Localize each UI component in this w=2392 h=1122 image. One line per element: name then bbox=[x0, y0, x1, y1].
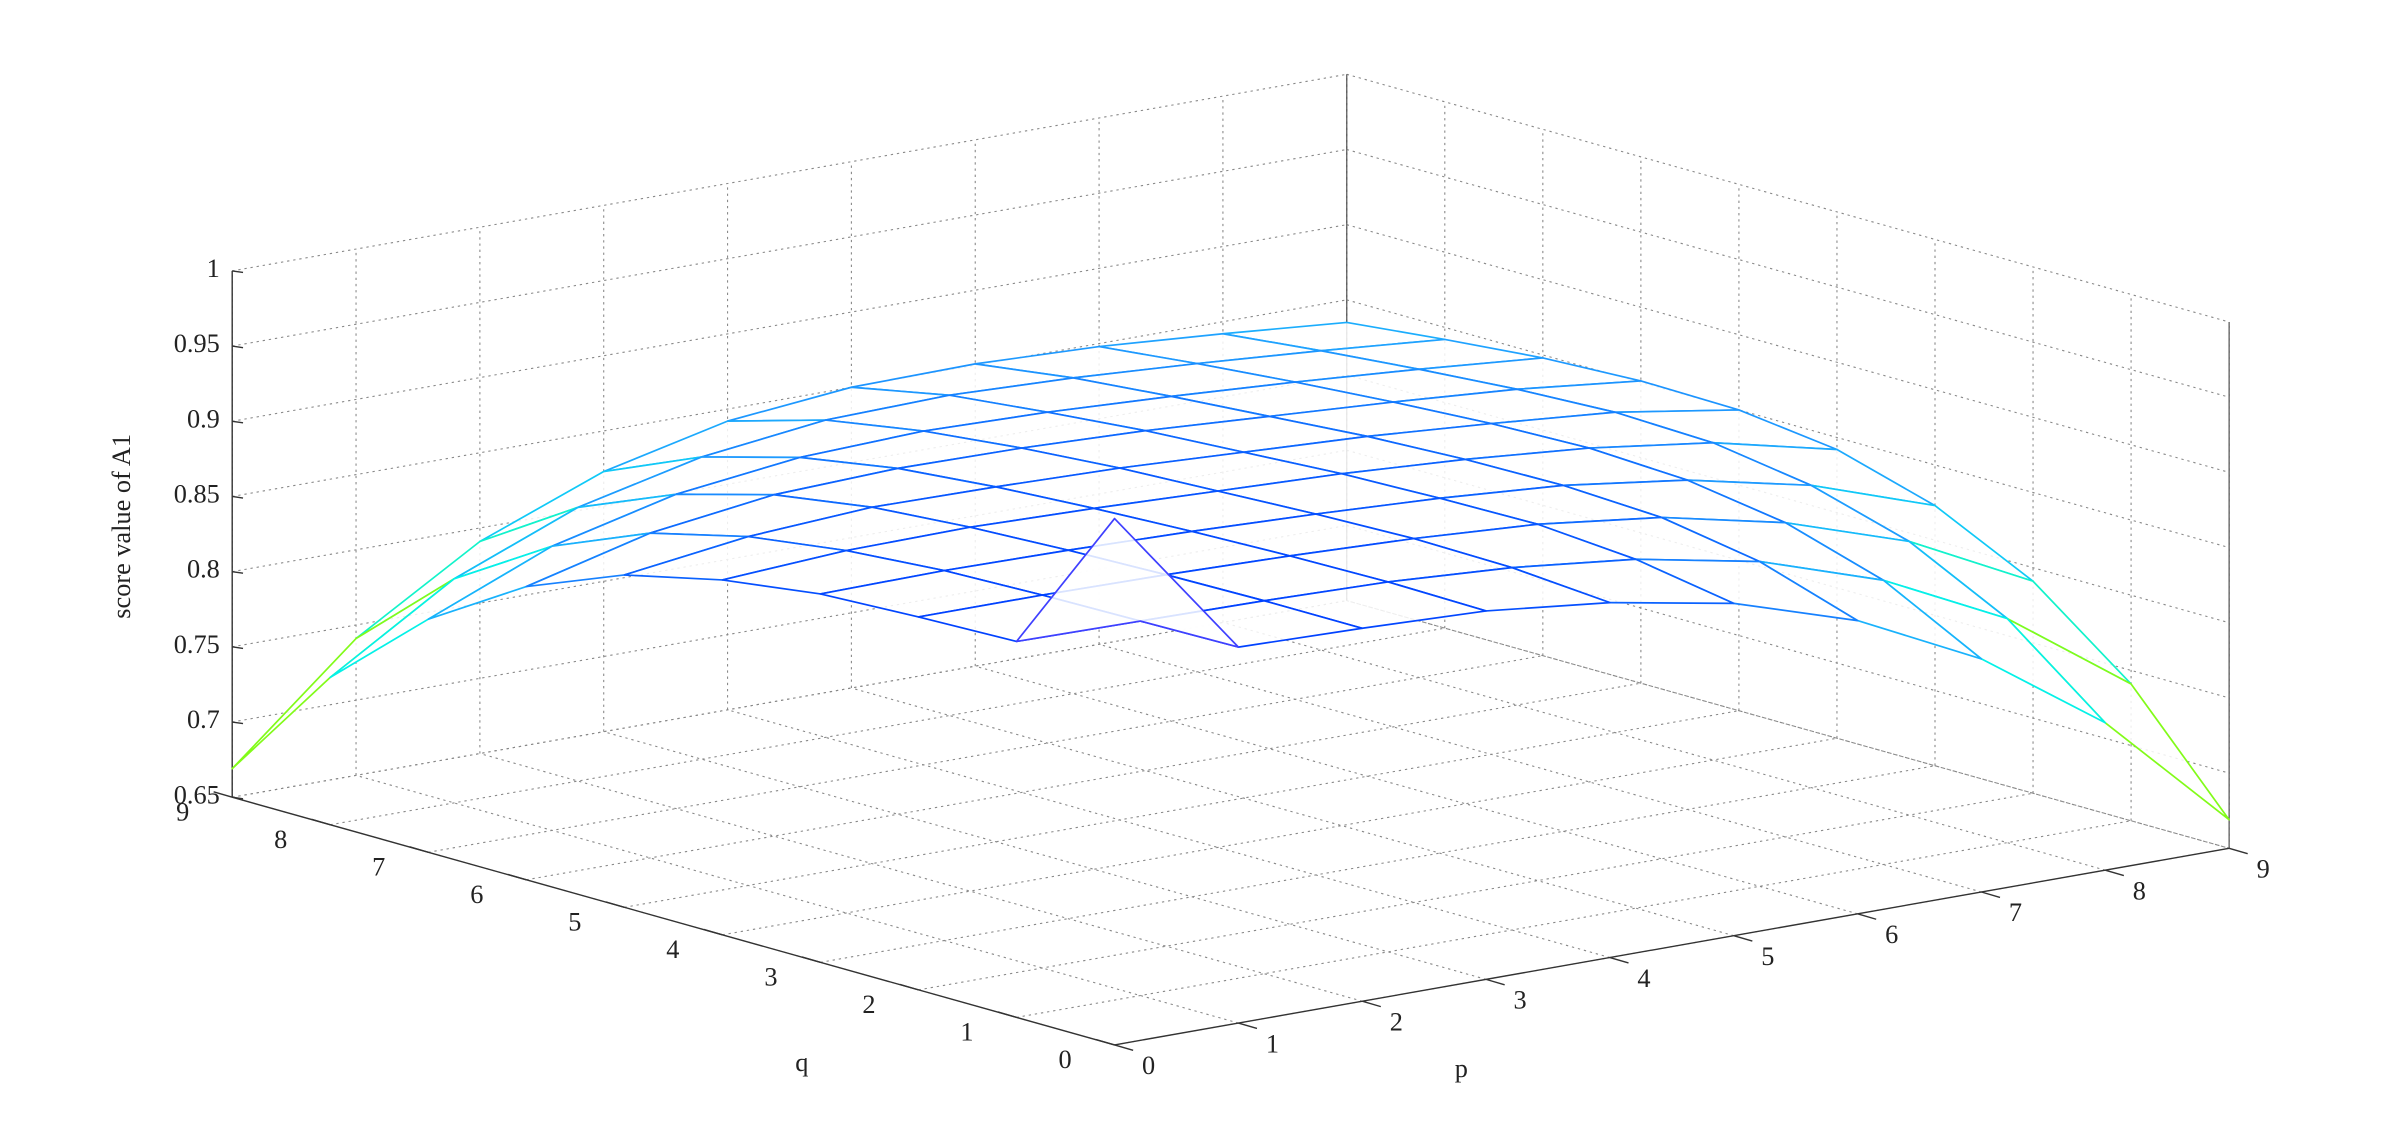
tick-mark bbox=[801, 956, 821, 964]
x-tick-label: 4 bbox=[1637, 964, 1650, 993]
mesh-cell bbox=[2006, 617, 2230, 821]
grid-line bbox=[232, 224, 1347, 422]
grid-line bbox=[1346, 524, 2230, 774]
x-tick-label: 2 bbox=[1390, 1007, 1403, 1036]
x-tick-label: 3 bbox=[1514, 986, 1527, 1015]
tick-mark bbox=[1362, 1000, 1382, 1008]
tick-mark bbox=[232, 345, 244, 349]
grid-line bbox=[232, 600, 1347, 798]
tick-mark bbox=[1485, 978, 1505, 986]
tick-mark bbox=[311, 818, 331, 826]
grid-line bbox=[727, 709, 1611, 959]
axis-line bbox=[232, 796, 1115, 1046]
tick-mark bbox=[2228, 847, 2248, 855]
grid-line bbox=[428, 655, 1543, 853]
tick-mark bbox=[899, 983, 919, 991]
grid-line bbox=[820, 765, 1936, 963]
grid-line bbox=[355, 774, 1239, 1024]
grid-line bbox=[232, 73, 1347, 272]
y-tick-label: 4 bbox=[666, 935, 679, 964]
tick-mark bbox=[703, 928, 723, 936]
grid-line bbox=[232, 148, 1347, 347]
y-tick-label: 5 bbox=[568, 907, 581, 936]
z-tick-label: 0.95 bbox=[174, 329, 220, 358]
tick-mark bbox=[1857, 913, 1877, 920]
tick-mark bbox=[1981, 891, 2001, 899]
grid-line bbox=[479, 753, 1363, 1002]
mesh-cell bbox=[1015, 517, 1240, 648]
grid-line bbox=[330, 627, 1445, 826]
y-tick-label: 6 bbox=[470, 880, 483, 909]
grid-line bbox=[1346, 224, 2230, 473]
grid-line bbox=[722, 737, 1838, 936]
tick-mark bbox=[232, 721, 244, 725]
y-tick-label: 3 bbox=[764, 962, 777, 991]
grid-line bbox=[1016, 820, 2132, 1018]
z-tick-label: 0.8 bbox=[187, 555, 220, 584]
tick-mark bbox=[605, 901, 625, 908]
z-tick-label: 0.85 bbox=[174, 479, 220, 508]
tick-mark bbox=[232, 796, 244, 800]
tick-mark bbox=[1095, 1038, 1115, 1046]
z-tick-label: 0.7 bbox=[187, 705, 220, 734]
mesh bbox=[231, 321, 2230, 821]
z-tick-label: 1 bbox=[207, 254, 220, 283]
y-tick-label: 8 bbox=[274, 825, 287, 854]
grid-line bbox=[1346, 148, 2230, 398]
grid-line bbox=[851, 687, 1734, 937]
plot-area: score value of A1 q p 0.65 0.7 0.75 0.8 0.85… bbox=[107, 73, 2270, 1083]
x-tick-label: 5 bbox=[1761, 942, 1774, 971]
tick-mark bbox=[232, 570, 244, 574]
tick-mark bbox=[213, 791, 233, 798]
z-axis-label: score value of A1 bbox=[107, 434, 136, 619]
tick-mark bbox=[1609, 956, 1629, 964]
grid-line bbox=[232, 299, 1347, 497]
tick-mark bbox=[232, 495, 244, 499]
y-tick-label: 1 bbox=[960, 1017, 973, 1046]
tick-mark bbox=[2105, 869, 2125, 877]
grid-line bbox=[603, 731, 1487, 980]
axis-line bbox=[1114, 847, 2230, 1046]
grid-line bbox=[1346, 299, 2230, 549]
x-tick-label: 1 bbox=[1266, 1029, 1279, 1058]
y-axis-label: q bbox=[795, 1048, 808, 1077]
tick-mark bbox=[1114, 1044, 1134, 1051]
tick-mark bbox=[1733, 935, 1753, 942]
x-tick-label: 7 bbox=[2009, 898, 2022, 927]
grid-line bbox=[975, 665, 1858, 915]
tick-mark bbox=[997, 1011, 1017, 1019]
x-tick-label: 8 bbox=[2133, 876, 2146, 905]
tick-mark bbox=[232, 646, 244, 650]
y-tick-label: 7 bbox=[372, 852, 385, 881]
z-tick-label: 0.9 bbox=[187, 404, 220, 433]
x-tick-label: 9 bbox=[2257, 855, 2270, 884]
y-tick-label: 2 bbox=[862, 990, 875, 1019]
grid-line bbox=[1222, 621, 2106, 871]
grid-line bbox=[624, 710, 1740, 908]
z-tick-label: 0.65 bbox=[174, 780, 220, 809]
x-tick-label: 0 bbox=[1142, 1051, 1155, 1080]
grid-line bbox=[526, 682, 1641, 881]
grid-line bbox=[918, 792, 2034, 991]
grid-line bbox=[1346, 600, 2230, 849]
tick-mark bbox=[507, 873, 527, 881]
y-tick-label: 0 bbox=[1058, 1045, 1071, 1074]
grid-line bbox=[1346, 73, 2230, 323]
tick-mark bbox=[1238, 1022, 1258, 1030]
grid-line bbox=[1098, 643, 1982, 893]
x-tick-label: 6 bbox=[1885, 920, 1898, 949]
z-tick-label: 0.75 bbox=[174, 630, 220, 659]
tick-mark bbox=[232, 420, 244, 424]
tick-mark bbox=[409, 846, 429, 853]
tick-mark bbox=[232, 270, 244, 274]
x-axis-label: p bbox=[1455, 1054, 1468, 1083]
y-tick-label: 9 bbox=[176, 797, 189, 826]
